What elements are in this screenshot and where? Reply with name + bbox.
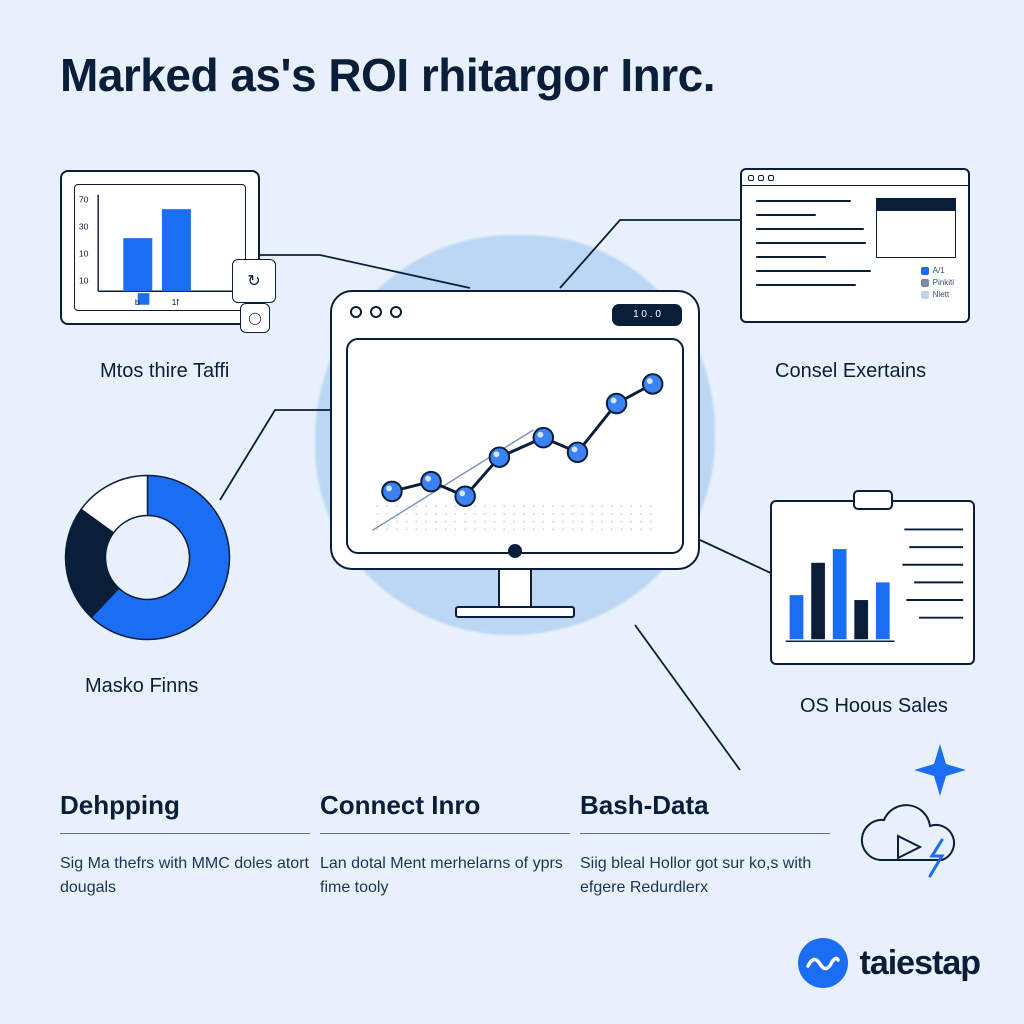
chip-icon: ◯ [240, 303, 270, 333]
camera-dot-icon [508, 544, 522, 558]
svg-text:10: 10 [79, 248, 89, 258]
report-bar-chart [772, 502, 973, 664]
column-body: Sig Ma thefrs with MMC doles atort douga… [60, 852, 310, 900]
window-controls [350, 306, 402, 318]
legend-swatch [921, 291, 929, 299]
column-title: Connect Inro [320, 790, 570, 821]
brand-logo: taiestap [798, 938, 981, 988]
bar-chart: 70 30 10 10 b 1f [75, 185, 245, 312]
column-title: Dehpping [60, 790, 310, 821]
header-square-icon [748, 175, 754, 181]
mini-window-header [877, 199, 955, 211]
mini-window [876, 198, 956, 258]
report-label: OS Hoous Sales [800, 695, 948, 718]
window-dot-icon [390, 306, 402, 318]
price-tag-icon: ↻ [232, 259, 276, 303]
legend-text: Niett [933, 290, 949, 299]
monitor-chart-panel [346, 338, 684, 554]
document-line [756, 270, 871, 272]
monitor-screen: 1 0 . 0 [330, 290, 700, 570]
document-line [756, 200, 851, 202]
window-dot-icon [370, 306, 382, 318]
browser-card: A/1 Pinkiti Niett [740, 168, 970, 323]
svg-text:70: 70 [79, 194, 89, 204]
header-square-icon [758, 175, 764, 181]
document-line [756, 214, 816, 216]
cloud-play-icon [850, 800, 970, 890]
browser-header [742, 170, 968, 186]
logo-text: taiestap [860, 944, 981, 983]
window-dot-icon [350, 306, 362, 318]
info-column: Dehpping Sig Ma thefrs with MMC doles ato… [60, 790, 310, 900]
bar-chart-label: Mtos thire Taffi [100, 360, 229, 383]
column-body: Siig bleal Hollor got sur ko,s with efge… [580, 852, 830, 900]
legend-item: Niett [921, 290, 954, 299]
trend-line-chart [348, 340, 682, 553]
column-rule [320, 833, 570, 834]
svg-text:b: b [135, 297, 140, 307]
sparkle-icon [910, 740, 970, 800]
monitor-badge: 1 0 . 0 [612, 304, 682, 326]
column-rule [580, 833, 830, 834]
monitor-base [455, 606, 575, 618]
browser-card-label: Consel Exertains [775, 360, 926, 383]
svg-text:30: 30 [79, 221, 89, 231]
donut-label: Masko Finns [85, 675, 198, 698]
legend-swatch [921, 279, 929, 287]
legend-swatch [921, 267, 929, 275]
legend-item: Pinkiti [921, 278, 954, 287]
report-card [770, 500, 975, 665]
page-title: Marked as's ROI rhitargor Inrc. [60, 48, 715, 102]
column-rule [60, 833, 310, 834]
donut-chart [60, 470, 235, 645]
info-column: Connect Inro Lan dotal Ment merhelarns of… [320, 790, 570, 900]
legend: A/1 Pinkiti Niett [921, 266, 954, 302]
bar-chart-inner: 70 30 10 10 b 1f [74, 184, 246, 311]
svg-text:10: 10 [79, 276, 89, 286]
document-line [756, 256, 826, 258]
document-lines [756, 200, 876, 298]
infographic-canvas: Marked as's ROI rhitargor Inrc. 1 0 . 0 [0, 0, 1024, 1024]
legend-text: Pinkiti [933, 278, 954, 287]
document-line [756, 228, 864, 230]
info-column: Bash-Data Siig bleal Hollor got sur ko,s … [580, 790, 830, 900]
header-square-icon [768, 175, 774, 181]
central-monitor: 1 0 . 0 [330, 290, 700, 590]
column-body: Lan dotal Ment merhelarns of yprs fime t… [320, 852, 570, 900]
document-line [756, 284, 856, 286]
column-title: Bash-Data [580, 790, 830, 821]
legend-item: A/1 [921, 266, 954, 275]
bar-chart-card: 70301010b1f ↻ ◯ [60, 170, 260, 325]
legend-text: A/1 [933, 266, 945, 275]
logo-mark-icon [798, 938, 848, 988]
monitor-stand [498, 568, 532, 608]
document-line [756, 242, 866, 244]
svg-text:1f: 1f [172, 297, 180, 307]
